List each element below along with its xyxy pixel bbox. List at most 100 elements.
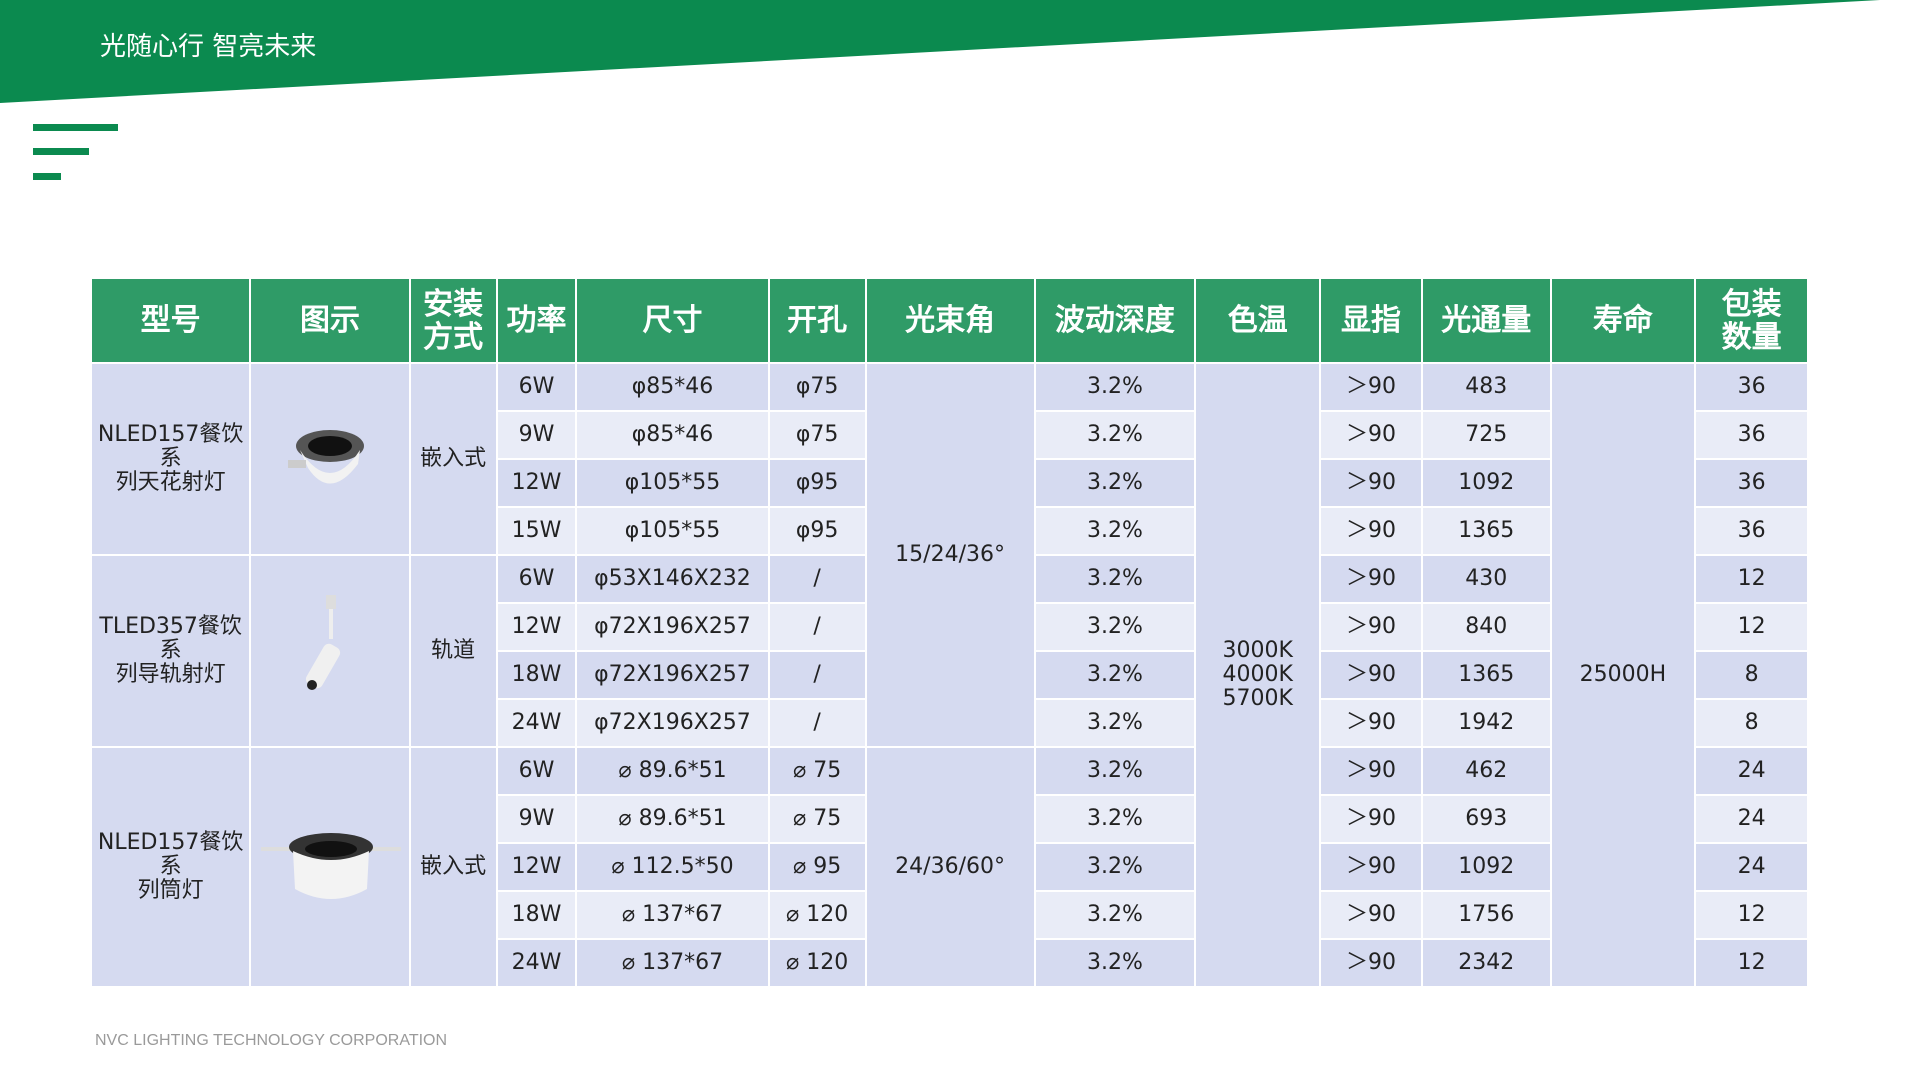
table-cell: 462	[1420, 746, 1552, 796]
table-cell: /	[767, 602, 867, 652]
table-cell: ＞90	[1319, 506, 1423, 556]
table-row: 18W φ72X196X257/ 3.2% ＞90 1365 8	[91, 650, 1809, 700]
table-cell: ⌀ 120	[767, 938, 867, 988]
table-cell: ⌀ 120	[767, 890, 867, 940]
banner	[0, 0, 1880, 180]
spec-table: 型号 图示 安装 方式 功率 尺寸 开孔 光束角 波动深度 色温 显指 光通量 寿命 包装 数量 NLED…	[89, 277, 1809, 988]
table-cell: ＞90	[1319, 890, 1423, 940]
table-cell: 1092	[1420, 458, 1552, 508]
table-cell: φ85*46	[575, 410, 770, 460]
table-cell: φ95	[767, 458, 867, 508]
table-cell: 840	[1420, 602, 1552, 652]
table-cell: 1092	[1420, 842, 1552, 892]
table-cell: NLED157餐饮系 列筒灯	[89, 746, 252, 988]
table-cell: ＞90	[1319, 362, 1423, 412]
table-cell: 9W	[495, 410, 578, 460]
table-cell: 3.2%	[1033, 650, 1197, 700]
product-image	[249, 554, 411, 748]
table-cell: ⌀ 75	[767, 746, 867, 796]
table-row: 15W φ105*55 φ95 3.2% ＞90 1365 36	[91, 506, 1809, 556]
header-cell: 功率	[495, 277, 578, 364]
table-cell: 24W	[495, 698, 578, 748]
header-cell: 尺寸	[575, 277, 770, 364]
table-row: 24W ⌀ 137*67 ⌀ 120 3.2% ＞90 2342 12	[91, 938, 1809, 988]
table-cell: 693	[1420, 794, 1552, 844]
table-cell: 483	[1420, 362, 1552, 412]
table-cell: ＞90	[1319, 410, 1423, 460]
table-cell: 3.2%	[1033, 794, 1197, 844]
table-cell: 3.2%	[1033, 602, 1197, 652]
table-cell: ＞90	[1319, 698, 1423, 748]
table-cell: 15/24/36°	[864, 362, 1036, 748]
table-cell: 3.2%	[1033, 410, 1197, 460]
table-cell: 3000K 4000K 5700K	[1194, 362, 1322, 988]
table-cell: ⌀ 137*67	[575, 890, 770, 940]
table-cell: 6W	[495, 746, 578, 796]
table-cell: φ85*46	[575, 362, 770, 412]
table-cell: /	[767, 554, 867, 604]
table-cell: 430	[1420, 554, 1552, 604]
table-cell: 15W	[495, 506, 578, 556]
table-row: 9W ⌀ 89.6*51 ⌀ 75 3.2% ＞90 693 24	[91, 794, 1809, 844]
header-cell: 安装 方式	[408, 277, 498, 364]
table-cell: 24	[1694, 794, 1809, 844]
header-cell: 色温	[1194, 277, 1322, 364]
deco-bar	[33, 173, 61, 180]
table-cell: ⌀ 137*67	[575, 938, 770, 988]
table-cell: 6W	[495, 554, 578, 604]
table-row: TLED357餐饮系 列导轨射灯 轨道 6W φ53X146X232/3.2% ＞90 4…	[89, 554, 1809, 748]
table-cell: ⌀ 75	[767, 794, 867, 844]
header-cell: 寿命	[1549, 277, 1697, 364]
table-cell: ＞90	[1319, 794, 1423, 844]
table-cell: φ75	[767, 362, 867, 412]
header-cell: 开孔	[767, 277, 867, 364]
table-cell: φ72X196X257	[575, 650, 770, 700]
table-cell: NLED157餐饮系 列天花射灯	[89, 362, 252, 556]
table-row: NLED157餐饮系 列天花射灯 嵌入式 6W φ85*46 φ75 15/24/36° 3…	[89, 362, 1809, 988]
title: 光随心行 智亮未来	[100, 32, 317, 62]
table-cell: 24	[1694, 746, 1809, 796]
table-cell: 24/36/60°	[864, 746, 1036, 988]
header-cell: 光束角	[864, 277, 1036, 364]
header-cell: 波动深度	[1033, 277, 1197, 364]
table-cell: 3.2%	[1033, 458, 1197, 508]
header-cell: 包装 数量	[1694, 277, 1809, 364]
header-cell: 显指	[1319, 277, 1423, 364]
table-cell: 12W	[495, 842, 578, 892]
table-cell: φ53X146X232	[575, 554, 770, 604]
deco-bar	[33, 124, 118, 131]
footer: NVC LIGHTING TECHNOLOGY CORPORATION	[95, 1032, 448, 1049]
table-cell: 8	[1694, 698, 1809, 748]
table-cell: ＞90	[1319, 938, 1423, 988]
table-cell: 3.2%	[1033, 890, 1197, 940]
table-row: 12W φ105*55 φ95 3.2% ＞90 1092 36	[91, 458, 1809, 508]
table-cell: 1942	[1420, 698, 1552, 748]
table-cell: 3.2%	[1033, 938, 1197, 988]
table-cell: 6W	[495, 362, 578, 412]
table-cell: 3.2%	[1033, 554, 1197, 604]
header-row: 型号 图示 安装 方式 功率 尺寸 开孔 光束角 波动深度 色温 显指 光通量 寿命 包装 数量	[89, 277, 1809, 364]
table-row: 12W ⌀ 112.5*50 ⌀ 95 3.2% ＞90 1092 24	[91, 842, 1809, 892]
table-row: 18W ⌀ 137*67 ⌀ 120 3.2% ＞90 1756 12	[91, 890, 1809, 940]
table-cell: φ95	[767, 506, 867, 556]
table-cell: 嵌入式	[408, 746, 498, 988]
header-cell: 光通量	[1420, 277, 1552, 364]
table-cell: 嵌入式	[408, 362, 498, 556]
table-cell: 24W	[495, 938, 578, 988]
product-image	[249, 746, 411, 988]
table-cell: ＞90	[1319, 602, 1423, 652]
table-cell: 12W	[495, 602, 578, 652]
table-cell: 3.2%	[1033, 842, 1197, 892]
table-cell: 1365	[1420, 506, 1552, 556]
table-cell: /	[767, 698, 867, 748]
table-cell: φ72X196X257	[575, 602, 770, 652]
table-cell: 25000H	[1549, 362, 1697, 988]
table-cell: 1756	[1420, 890, 1552, 940]
table-cell: ＞90	[1319, 842, 1423, 892]
table-cell: 12	[1694, 890, 1809, 940]
table-cell: 1365	[1420, 650, 1552, 700]
table-cell: 3.2%	[1033, 746, 1197, 796]
table-cell: φ72X196X257	[575, 698, 770, 748]
deco-bar	[33, 148, 89, 155]
table-cell: TLED357餐饮系 列导轨射灯	[89, 554, 252, 748]
